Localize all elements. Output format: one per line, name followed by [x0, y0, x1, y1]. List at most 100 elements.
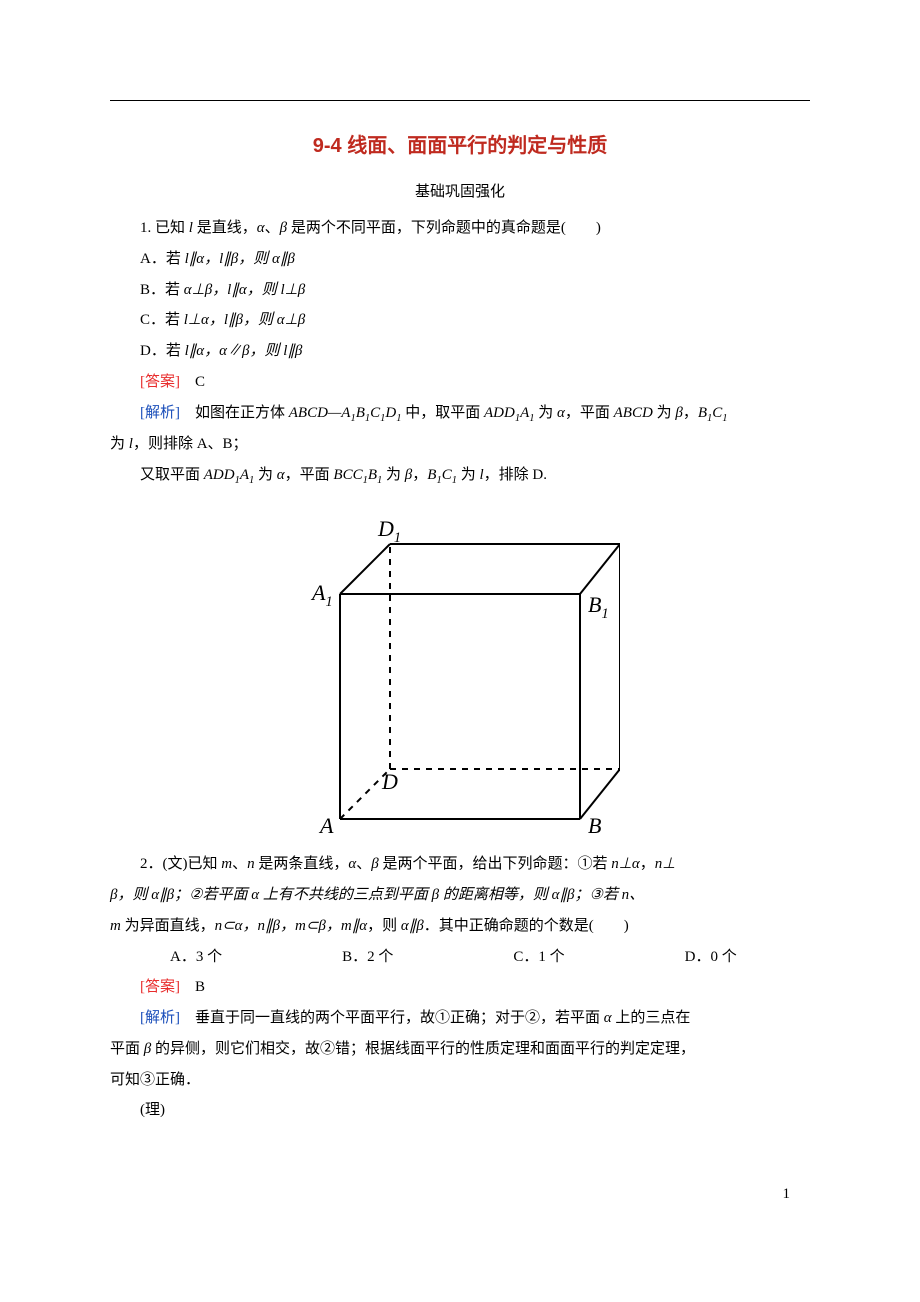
q1-optB-body: α⊥β，l∥α，则 l⊥β	[184, 282, 305, 298]
q1-stem-sep: 、	[265, 220, 280, 236]
answer-label: [答案]	[140, 979, 180, 995]
t: 平面	[110, 1041, 144, 1057]
t: ，则	[367, 918, 401, 934]
t: 是两条直线，	[255, 856, 349, 872]
q2-stem-line1: 2．(文)已知 m、n 是两条直线，α、β 是两个平面，给出下列命题：①若 n⊥…	[110, 849, 810, 880]
t: ．其中正确命题的个数是( )	[424, 918, 629, 934]
q1-option-b: B．若 α⊥β，l∥α，则 l⊥β	[110, 275, 810, 306]
t: ABCD—A	[289, 405, 351, 421]
svg-text:A: A	[318, 813, 334, 838]
q1-stem-tail: 是两个不同平面，下列命题中的真命题是( )	[287, 220, 601, 236]
t: 、	[232, 856, 247, 872]
q1-analysis-line1: [解析] 如图在正方体 ABCD—A1B1C1D1 中，取平面 ADD1A1 为…	[110, 398, 810, 430]
t: 中，取平面	[401, 405, 484, 421]
t: A	[520, 405, 529, 421]
analysis-label: [解析]	[140, 1010, 180, 1026]
t: 垂直于同一直线的两个平面平行，故①正确；对于②，若平面	[180, 1010, 604, 1026]
t: β	[371, 856, 378, 872]
q1-optC-pre: C．若	[140, 312, 184, 328]
t: 为异面直线，	[121, 918, 215, 934]
t: A	[240, 467, 249, 483]
q2-answer: [答案] B	[110, 972, 810, 1003]
t: ，平面	[285, 467, 334, 483]
q1-stem-beta: β	[280, 220, 287, 236]
q1-stem: 1. 已知 l 是直线，α、β 是两个不同平面，下列命题中的真命题是( )	[110, 213, 810, 244]
t: 为	[457, 467, 480, 483]
section-title-text: 9-4 线面、面面平行的判定与性质	[313, 135, 607, 157]
t: ，	[640, 856, 655, 872]
q1-option-d: D．若 l∥α，α∥β，则 l∥β	[110, 336, 810, 367]
t: 为	[653, 405, 676, 421]
t: 为	[382, 467, 405, 483]
q2-optD: D．0 个	[655, 942, 737, 973]
t: m	[221, 856, 232, 872]
svg-text:B1: B1	[588, 592, 609, 622]
t: B	[356, 405, 365, 421]
answer-label: [答案]	[140, 374, 180, 390]
page-number: 1	[0, 1166, 920, 1203]
t: ADD	[484, 405, 515, 421]
q1-optD-body: l∥α，α∥β，则 l∥β	[185, 343, 303, 359]
q2-options: A．3 个 B．2 个 C．1 个 D．0 个	[110, 942, 810, 973]
t: α∥β	[401, 918, 424, 934]
t: C	[712, 405, 722, 421]
q2-optA: A．3 个	[140, 942, 222, 973]
t: 的异侧，则它们相交，故②错；根据线面平行的性质定理和面面平行的判定定理，	[151, 1041, 695, 1057]
q1-optA-body: l∥α，l∥β，则 α∥β	[185, 251, 295, 267]
t: C	[370, 405, 380, 421]
q1-optA-pre: A．若	[140, 251, 185, 267]
t: ADD	[204, 467, 235, 483]
q1-option-a: A．若 l∥α，l∥β，则 α∥β	[110, 244, 810, 275]
t: ABCD	[614, 405, 653, 421]
q2-stem-line2: β，则 α∥β；②若平面 α 上有不共线的三点到平面 β 的距离相等，则 α∥β…	[110, 880, 810, 911]
t: BCC	[333, 467, 362, 483]
t: ，排除 D.	[484, 467, 547, 483]
t: ，	[683, 405, 698, 421]
t: B	[368, 467, 377, 483]
t: n⊥α	[611, 856, 639, 872]
q2-tail: (理)	[110, 1095, 810, 1126]
t: 又取平面	[140, 467, 204, 483]
q1-stem-prefix: 1. 已知	[140, 220, 189, 236]
analysis-label: [解析]	[140, 405, 180, 421]
section-title: 9-4 线面、面面平行的判定与性质	[110, 129, 810, 158]
t: n⊂α，n∥β，m⊂β，m∥α	[215, 918, 368, 934]
svg-text:D: D	[381, 769, 398, 794]
t: 2．(文)已知	[140, 856, 221, 872]
q2-stem-line3: m 为异面直线，n⊂α，n∥β，m⊂β，m∥α，则 α∥β．其中正确命题的个数是…	[110, 911, 810, 942]
q2-optC: C．1 个	[483, 942, 564, 973]
q1-stem-alpha: α	[257, 220, 265, 236]
t: 为	[254, 467, 277, 483]
t: 是两个平面，给出下列命题：①若	[379, 856, 612, 872]
q2-analysis-line3: 可知③正确．	[110, 1065, 810, 1096]
t: 上的三点在	[612, 1010, 691, 1026]
svg-text:A1: A1	[310, 580, 333, 610]
t: n	[247, 856, 255, 872]
t: α	[557, 405, 565, 421]
t: ，	[412, 467, 427, 483]
t: B	[698, 405, 707, 421]
subtitle: 基础巩固强化	[110, 180, 810, 201]
t: m	[110, 918, 121, 934]
t: 如图在正方体	[180, 405, 289, 421]
q1-analysis-line3: 又取平面 ADD1A1 为 α，平面 BCC1B1 为 β，B1C1 为 l，排…	[110, 460, 810, 492]
q1-analysis-line2: 为 l，则排除 A、B；	[110, 429, 810, 460]
t: C	[442, 467, 452, 483]
q1-stem-mid1: 是直线，	[193, 220, 257, 236]
t: 、	[356, 856, 371, 872]
q1-option-c: C．若 l⊥α，l∥β，则 α⊥β	[110, 305, 810, 336]
q2-analysis-line2: 平面 β 的异侧，则它们相交，故②错；根据线面平行的性质定理和面面平行的判定定理…	[110, 1034, 810, 1065]
t: D	[385, 405, 396, 421]
t: α	[604, 1010, 612, 1026]
q2-optB: B．2 个	[312, 942, 393, 973]
cube-diagram-wrap: ABCDA1B1C1D1	[110, 509, 810, 839]
t: β，则 α∥β；②若平面 α 上有不共线的三点到平面 β 的距离相等，则 α∥β…	[110, 887, 644, 903]
q1-optC-body: l⊥α，l∥β，则 α⊥β	[184, 312, 305, 328]
q2-analysis-line1: [解析] 垂直于同一直线的两个平面平行，故①正确；对于②，若平面 α 上的三点在	[110, 1003, 810, 1034]
t: n⊥	[655, 856, 676, 872]
q2-answer-val: B	[180, 979, 205, 995]
t: α	[277, 467, 285, 483]
t: 为	[534, 405, 557, 421]
t: ，平面	[565, 405, 614, 421]
t: 1	[722, 413, 727, 424]
